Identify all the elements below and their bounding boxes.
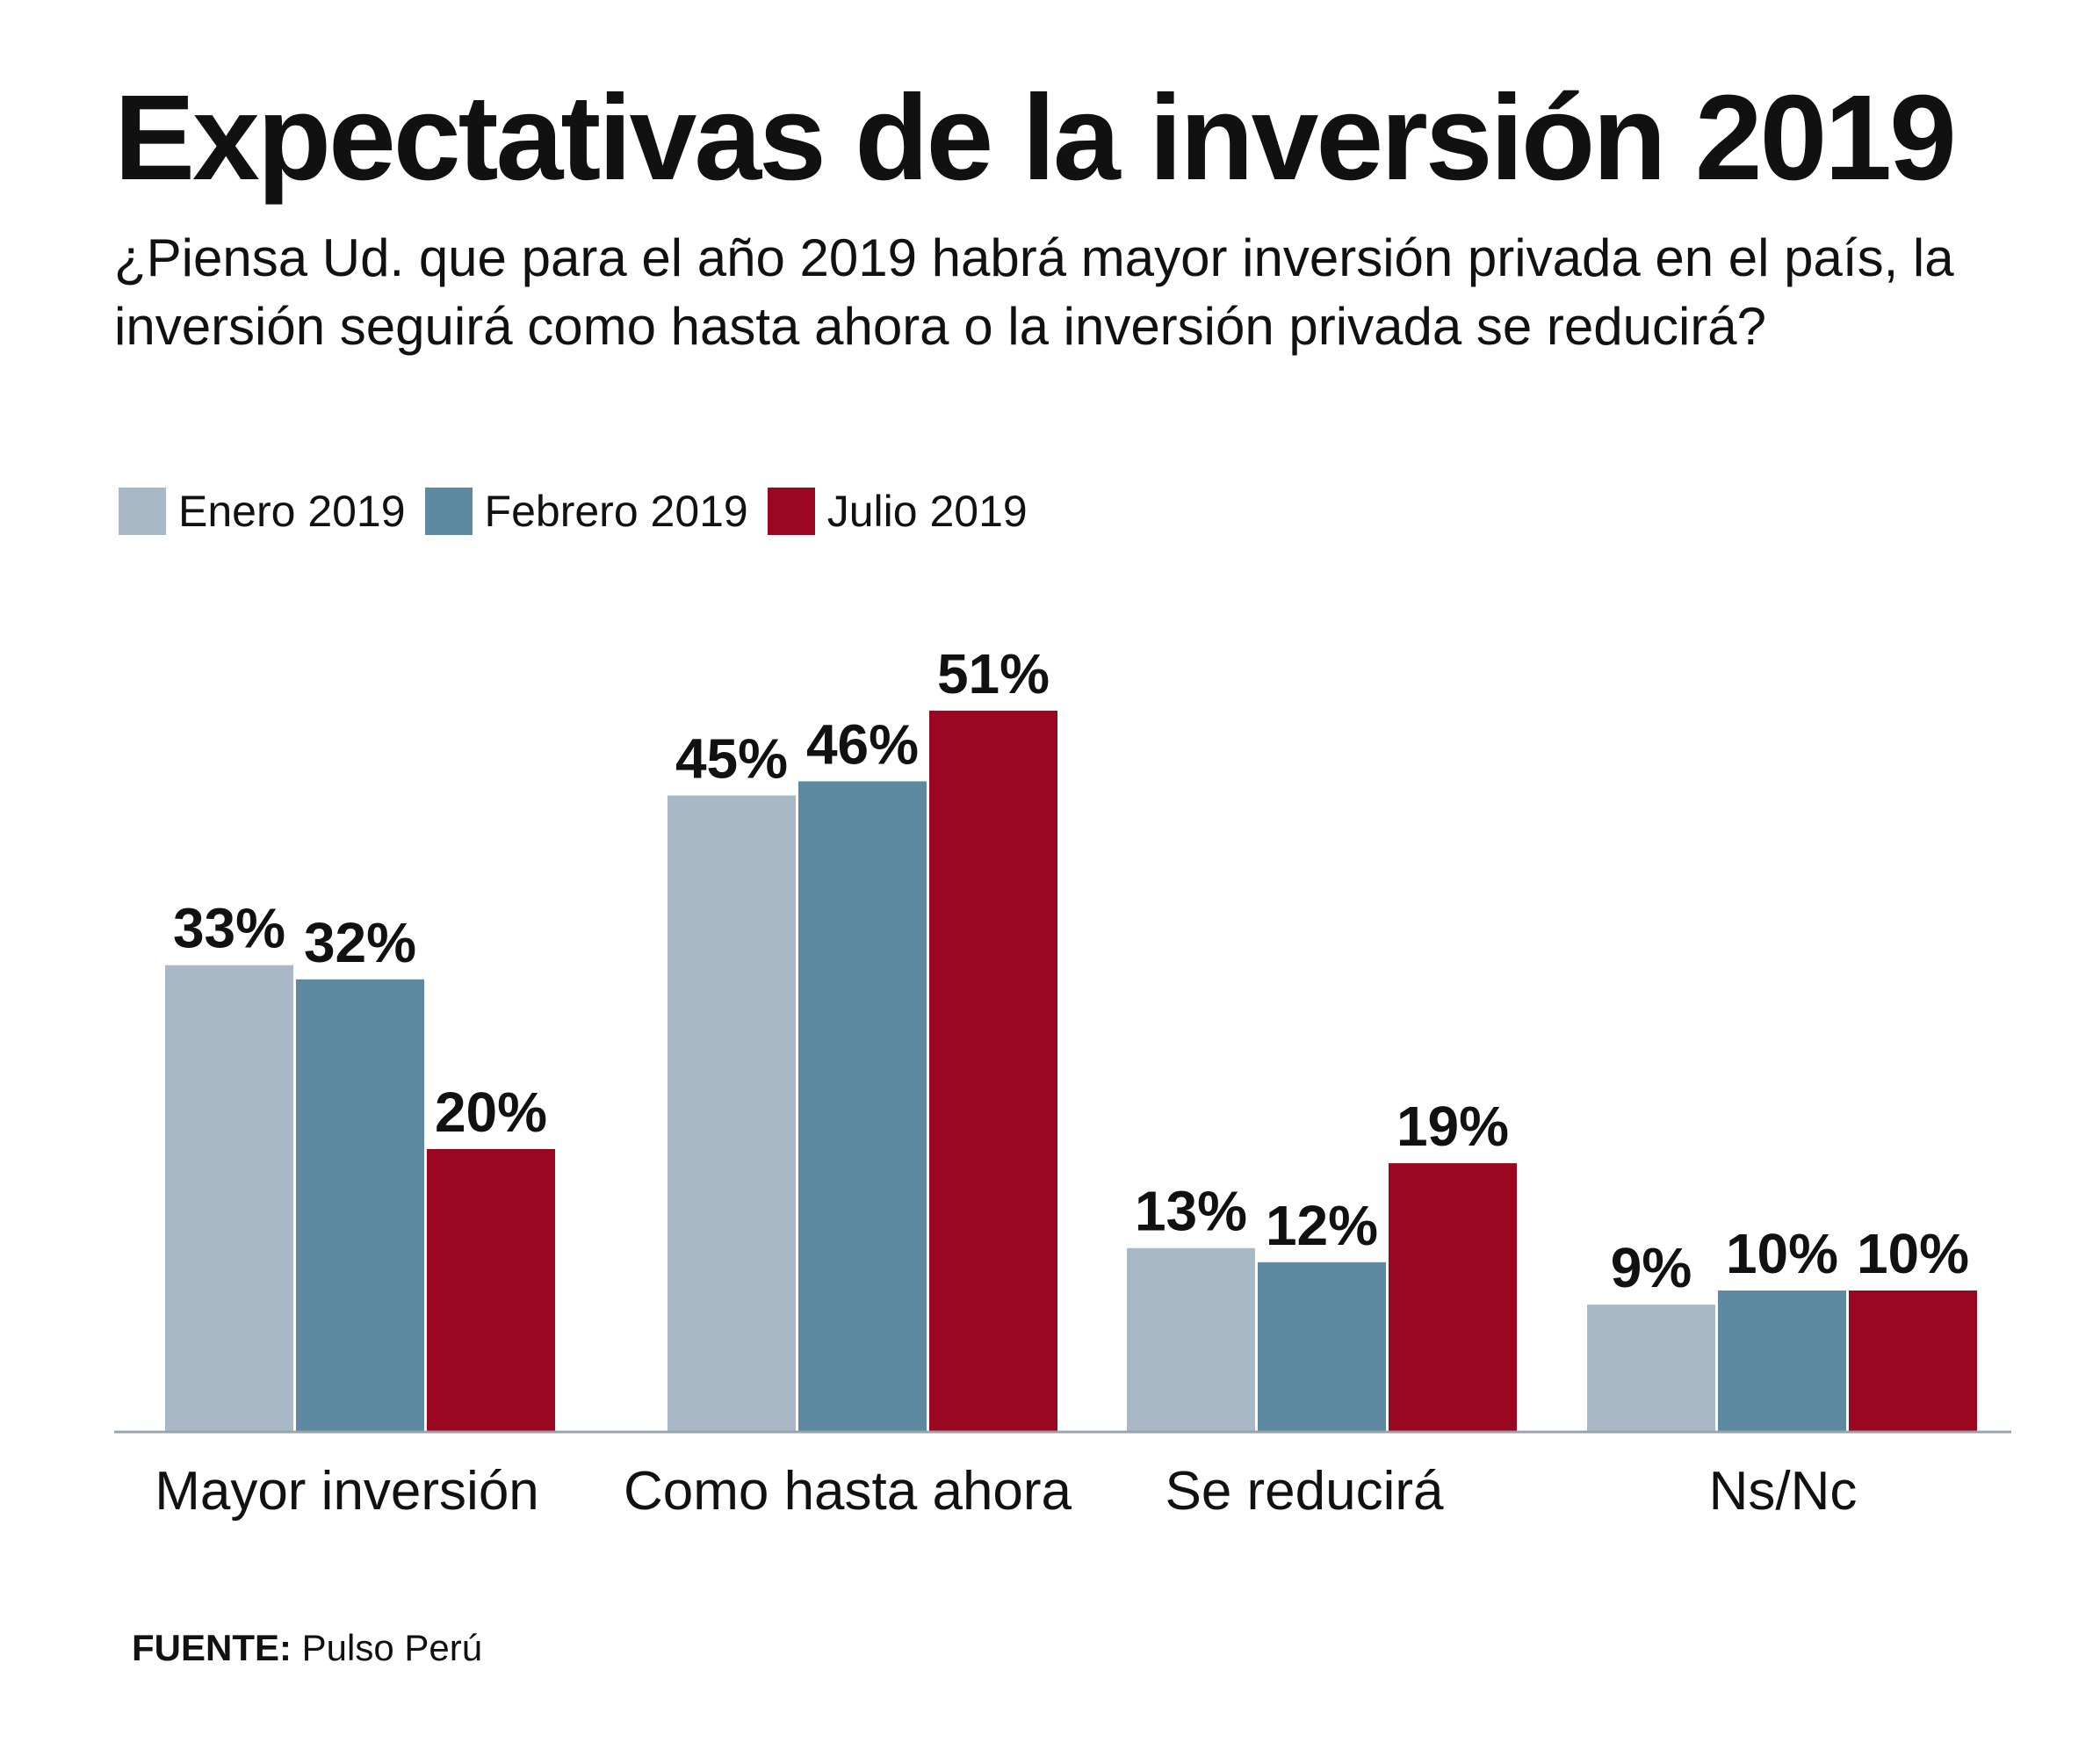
- legend-label-febrero: Febrero 2019: [484, 487, 748, 536]
- source-label: FUENTE:: [132, 1627, 292, 1668]
- data-label-se-reducira-enero-2019: 13%: [1135, 1180, 1247, 1243]
- bar-ns-nc-enero-2019: [1587, 1305, 1715, 1432]
- bar-como-hasta-ahora-julio-2019: [929, 710, 1057, 1432]
- bar-mayor-inversion-julio-2019: [427, 1149, 555, 1432]
- legend: Enero 2019 Febrero 2019 Julio 2019: [119, 485, 1047, 538]
- data-label-como-hasta-ahora-enero-2019: 45%: [675, 727, 788, 791]
- data-label-ns-nc-febrero-2019: 10%: [1726, 1222, 1838, 1285]
- source-text: Pulso Perú: [301, 1627, 483, 1668]
- data-label-ns-nc-julio-2019: 10%: [1857, 1222, 1969, 1285]
- data-label-mayor-inversion-julio-2019: 20%: [435, 1081, 547, 1144]
- data-label-mayor-inversion-febrero-2019: 32%: [304, 911, 416, 974]
- category-label-mayor-inversion: Mayor inversión: [155, 1461, 539, 1522]
- data-label-se-reducira-julio-2019: 19%: [1396, 1095, 1509, 1158]
- legend-item-enero: Enero 2019: [119, 486, 406, 537]
- bar-ns-nc-julio-2019: [1849, 1291, 1977, 1432]
- bar-se-reducira-julio-2019: [1389, 1163, 1517, 1432]
- bar-mayor-inversion-enero-2019: [165, 965, 293, 1432]
- bar-se-reducira-febrero-2019: [1258, 1262, 1386, 1432]
- chart-title: Expectativas de la inversión 2019: [114, 70, 1957, 206]
- chart-subtitle: ¿Piensa Ud. que para el año 2019 habrá m…: [114, 228, 1954, 356]
- data-label-como-hasta-ahora-julio-2019: 51%: [937, 642, 1050, 705]
- legend-swatch-julio: [767, 488, 815, 535]
- category-label-ns-nc: Ns/Nc: [1709, 1461, 1858, 1522]
- legend-label-julio: Julio 2019: [826, 487, 1028, 536]
- category-label-como-hasta-ahora: Como hasta ahora: [624, 1461, 1072, 1522]
- data-label-mayor-inversion-enero-2019: 33%: [173, 897, 285, 960]
- bar-ns-nc-febrero-2019: [1718, 1291, 1846, 1432]
- legend-item-julio: Julio 2019: [767, 486, 1028, 537]
- data-label-se-reducira-febrero-2019: 12%: [1266, 1194, 1378, 1257]
- bar-como-hasta-ahora-enero-2019: [668, 795, 796, 1432]
- data-label-ns-nc-enero-2019: 9%: [1611, 1236, 1692, 1299]
- bar-como-hasta-ahora-febrero-2019: [798, 781, 927, 1432]
- bar-se-reducira-enero-2019: [1127, 1247, 1255, 1432]
- legend-swatch-febrero: [424, 488, 473, 535]
- source-note: FUENTE: Pulso Perú: [132, 1627, 482, 1669]
- category-label-se-reducira: Se reducirá: [1165, 1461, 1444, 1522]
- legend-label-enero: Enero 2019: [178, 487, 406, 536]
- legend-item-febrero: Febrero 2019: [424, 486, 748, 537]
- legend-swatch-enero: [119, 488, 166, 535]
- data-label-como-hasta-ahora-febrero-2019: 46%: [806, 712, 919, 776]
- bar-mayor-inversion-febrero-2019: [296, 979, 424, 1432]
